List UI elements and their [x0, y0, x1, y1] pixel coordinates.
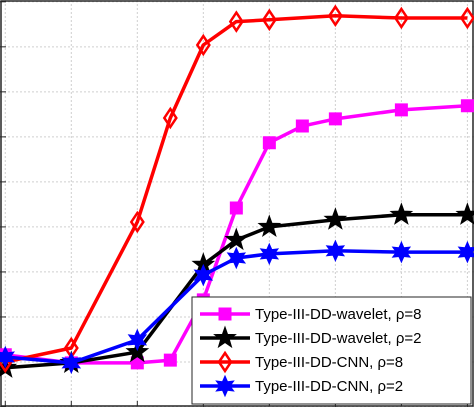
point-marker: [195, 33, 211, 57]
point-marker: [325, 239, 346, 263]
point-marker: [328, 112, 342, 126]
legend-marker: [217, 350, 233, 374]
point-marker: [129, 210, 145, 234]
legend-label: Type-III-DD-wavelet, ρ=2: [255, 330, 422, 347]
point-marker: [229, 201, 243, 215]
point-marker: [162, 106, 178, 130]
point-marker: [327, 4, 343, 28]
point-marker: [228, 10, 244, 33]
point-marker: [0, 345, 15, 369]
point-marker: [295, 119, 309, 133]
point-marker: [193, 263, 214, 287]
legend-label: Type-III-DD-wavelet, ρ=8: [255, 306, 422, 323]
point-marker: [459, 6, 474, 30]
point-marker: [455, 202, 474, 225]
point-marker: [394, 103, 408, 117]
point-marker: [460, 99, 474, 113]
point-marker: [224, 227, 249, 251]
point-marker: [262, 136, 276, 150]
point-marker: [257, 214, 282, 238]
point-marker: [323, 207, 348, 230]
legend-marker: [213, 325, 237, 349]
legend-label: Type-III-DD-CNN, ρ=8: [255, 354, 403, 371]
point-marker: [226, 246, 247, 270]
point-marker: [61, 351, 82, 375]
point-marker: [125, 339, 150, 363]
legend: Type-III-DD-wavelet, ρ=8 Type-III-DD-wave…: [191, 296, 472, 405]
point-marker: [389, 202, 414, 225]
point-marker: [393, 6, 409, 30]
legend-marker: [215, 374, 235, 398]
point-marker: [391, 240, 412, 264]
point-marker: [163, 353, 177, 367]
point-marker: [259, 242, 280, 266]
point-marker: [261, 8, 277, 32]
series-line: [4, 14, 468, 364]
legend-label: Type-III-DD-CNN, ρ=2: [255, 378, 403, 395]
legend-marker: [218, 307, 232, 321]
point-marker: [127, 328, 148, 352]
point-marker: [457, 240, 474, 264]
